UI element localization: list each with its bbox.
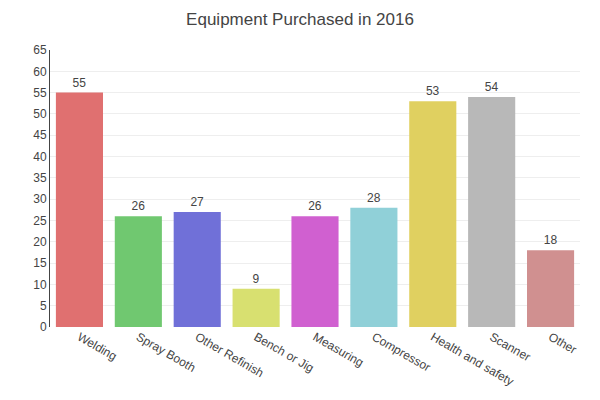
- svg-text:Health and safety: Health and safety: [428, 330, 516, 389]
- svg-text:25: 25: [33, 214, 47, 228]
- svg-text:Spray Booth: Spray Booth: [134, 330, 198, 375]
- svg-text:20: 20: [33, 235, 47, 249]
- svg-text:40: 40: [33, 150, 47, 164]
- svg-text:0: 0: [40, 320, 47, 334]
- svg-text:50: 50: [33, 107, 47, 121]
- svg-text:65: 65: [33, 43, 47, 57]
- svg-text:60: 60: [33, 65, 47, 79]
- svg-text:26: 26: [131, 199, 145, 213]
- svg-text:15: 15: [33, 256, 47, 270]
- svg-text:10: 10: [33, 278, 47, 292]
- svg-text:54: 54: [485, 80, 499, 94]
- svg-text:Equipment Purchased in 2016: Equipment Purchased in 2016: [186, 10, 414, 29]
- svg-text:Other: Other: [546, 330, 579, 357]
- svg-text:28: 28: [367, 191, 381, 205]
- svg-text:Scanner: Scanner: [487, 330, 533, 364]
- svg-text:Measuring: Measuring: [311, 330, 367, 370]
- svg-text:5: 5: [40, 299, 47, 313]
- svg-text:Other Refinish: Other Refinish: [193, 330, 266, 380]
- svg-text:Bench or Jig: Bench or Jig: [252, 330, 317, 375]
- svg-text:Compressor: Compressor: [369, 330, 433, 375]
- svg-text:53: 53: [426, 84, 440, 98]
- svg-text:26: 26: [308, 199, 322, 213]
- svg-text:30: 30: [33, 192, 47, 206]
- svg-text:35: 35: [33, 171, 47, 185]
- svg-text:9: 9: [253, 272, 260, 286]
- svg-text:18: 18: [544, 233, 558, 247]
- svg-text:27: 27: [190, 195, 204, 209]
- svg-text:55: 55: [73, 76, 87, 90]
- svg-text:45: 45: [33, 128, 47, 142]
- svg-text:55: 55: [33, 86, 47, 100]
- svg-text:Welding: Welding: [75, 330, 119, 364]
